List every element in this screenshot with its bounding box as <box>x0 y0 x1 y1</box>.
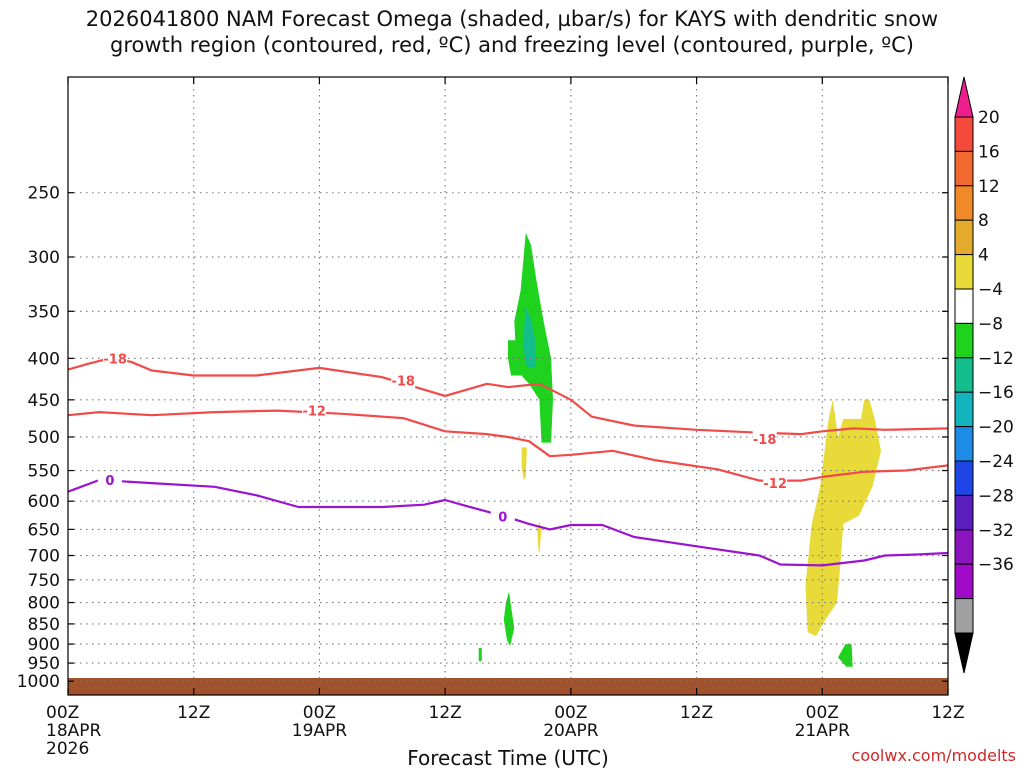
x-tick-label-48-0: 00Z <box>554 703 587 723</box>
contour-label-bg <box>302 402 327 419</box>
y-tick-label-1000: 1000 <box>17 672 60 692</box>
colorbar-band-4 <box>954 219 974 256</box>
omega-region-4 <box>838 644 853 667</box>
colorbar-band-8 <box>954 357 974 393</box>
colorbar-band-5 <box>954 254 974 290</box>
colorbar-label-3: 8 <box>978 211 989 231</box>
x-tick-label-24-0: 00Z <box>303 703 336 723</box>
y-tick-label-700: 700 <box>28 547 60 567</box>
contour-label-bg <box>752 431 777 448</box>
colorbar-band-14 <box>954 563 974 600</box>
y-tick-label-400: 400 <box>28 349 60 369</box>
contour-label-2-1: 0 <box>498 511 507 526</box>
colorbar-band-2 <box>954 150 974 187</box>
omega-region-7 <box>805 399 881 637</box>
x-tick-label-24-1: 19APR <box>292 721 348 741</box>
colorbar-label-4: 4 <box>978 246 989 266</box>
x-axis-label: Forecast Time (UTC) <box>407 746 609 768</box>
title-line-2: growth region (contoured, red, ºC) and f… <box>110 33 914 57</box>
y-axis: 2503003504004505005506006507007508008509… <box>17 184 948 692</box>
colorbar-label-1: 16 <box>978 142 1000 162</box>
contour-label-bg <box>490 508 515 525</box>
colorbar-band-1 <box>954 116 974 152</box>
plot-frame <box>67 76 949 696</box>
omega-shading <box>478 232 881 667</box>
contour-label-0-0: -18 <box>103 352 127 367</box>
omega-region-1 <box>522 306 536 367</box>
colorbar-band-3 <box>954 185 974 221</box>
colorbar-band-13 <box>954 529 974 565</box>
y-tick-label-900: 900 <box>28 635 60 655</box>
colorbar-label-6: −8 <box>978 314 1003 334</box>
chart-title: 2026041800 NAM Forecast Omega (shaded, µ… <box>0 6 1024 58</box>
colorbar-label-11: −28 <box>978 486 1014 506</box>
colorbar-band-9 <box>954 391 974 428</box>
colorbar-label-0: 20 <box>978 108 1000 128</box>
colorbar-band-12 <box>954 494 974 531</box>
x-tick-label-36-0: 12Z <box>429 703 462 723</box>
y-tick-label-750: 750 <box>28 571 60 591</box>
y-tick-label-950: 950 <box>28 654 60 674</box>
x-tick-label-0-2: 2026 <box>46 739 89 759</box>
x-tick-label-48-1: 20APR <box>543 721 599 741</box>
title-line-1: 2026041800 NAM Forecast Omega (shaded, µ… <box>85 7 939 31</box>
ground-terrain <box>68 678 948 695</box>
contour-lines: -18 -18 -18 -12 -12 0 0 <box>67 350 949 567</box>
contour-label-bg <box>103 350 128 367</box>
contour-label-bg <box>97 472 122 489</box>
y-tick-label-600: 600 <box>28 492 60 512</box>
contour-label-2-0: 0 <box>105 474 114 489</box>
y-tick-label-450: 450 <box>28 391 60 411</box>
colorbar-label-8: −16 <box>978 383 1014 403</box>
contour-label-0-2: -18 <box>753 433 777 448</box>
y-tick-label-800: 800 <box>28 594 60 614</box>
x-tick-label-0-0: 00Z <box>46 703 79 723</box>
y-tick-label-650: 650 <box>28 520 60 540</box>
y-tick-label-350: 350 <box>28 302 60 322</box>
colorbar-label-12: −32 <box>978 521 1014 541</box>
colorbar-band-10 <box>954 426 974 462</box>
colorbar-band-7 <box>954 322 974 359</box>
colorbar-label-5: −4 <box>978 280 1003 300</box>
contour-line-2 <box>67 478 949 567</box>
colorbar-label-2: 12 <box>978 177 1000 197</box>
colorbar-band-15 <box>954 598 974 634</box>
omega-region-6 <box>537 521 542 553</box>
colorbar-band-6 <box>954 288 974 324</box>
omega-region-5 <box>521 447 527 480</box>
contour-label-bg <box>391 372 416 389</box>
y-tick-label-250: 250 <box>28 184 60 204</box>
omega-region-2 <box>503 591 515 646</box>
grid-lines <box>68 77 949 695</box>
colorbar-label-9: −20 <box>978 418 1014 438</box>
x-tick-label-84-0: 12Z <box>931 703 964 723</box>
colorbar-label-7: −12 <box>978 349 1014 369</box>
x-tick-label-60-0: 12Z <box>680 703 713 723</box>
contour-label-1-0: -12 <box>302 405 326 420</box>
omega-region-3 <box>478 648 482 662</box>
credit-text: coolwx.com/modelts <box>852 746 1016 765</box>
x-tick-label-0-1: 18APR <box>46 721 102 741</box>
y-tick-label-850: 850 <box>28 615 60 635</box>
y-tick-label-500: 500 <box>28 428 60 448</box>
contour-label-bg <box>763 475 788 492</box>
x-tick-label-12-0: 12Z <box>177 703 210 723</box>
x-tick-label-72-1: 21APR <box>795 721 851 741</box>
colorbar-label-10: −24 <box>978 452 1014 472</box>
y-tick-label-550: 550 <box>28 462 60 482</box>
contour-line-1 <box>67 409 949 482</box>
contour-label-1-1: -12 <box>763 477 787 492</box>
contour-line-0 <box>67 357 949 436</box>
colorbar-bottom-arrow <box>954 632 974 674</box>
colorbar-band-11 <box>954 460 974 496</box>
colorbar-label-13: −36 <box>978 555 1014 575</box>
x-tick-label-72-0: 00Z <box>806 703 839 723</box>
y-tick-label-300: 300 <box>28 248 60 268</box>
contour-label-0-1: -18 <box>391 375 415 390</box>
colorbar: 20 16 12 8 4 −4 −8 −12 −16 −20 −24 −28 −32 −36 <box>954 76 1014 674</box>
colorbar-top-arrow <box>954 76 974 118</box>
